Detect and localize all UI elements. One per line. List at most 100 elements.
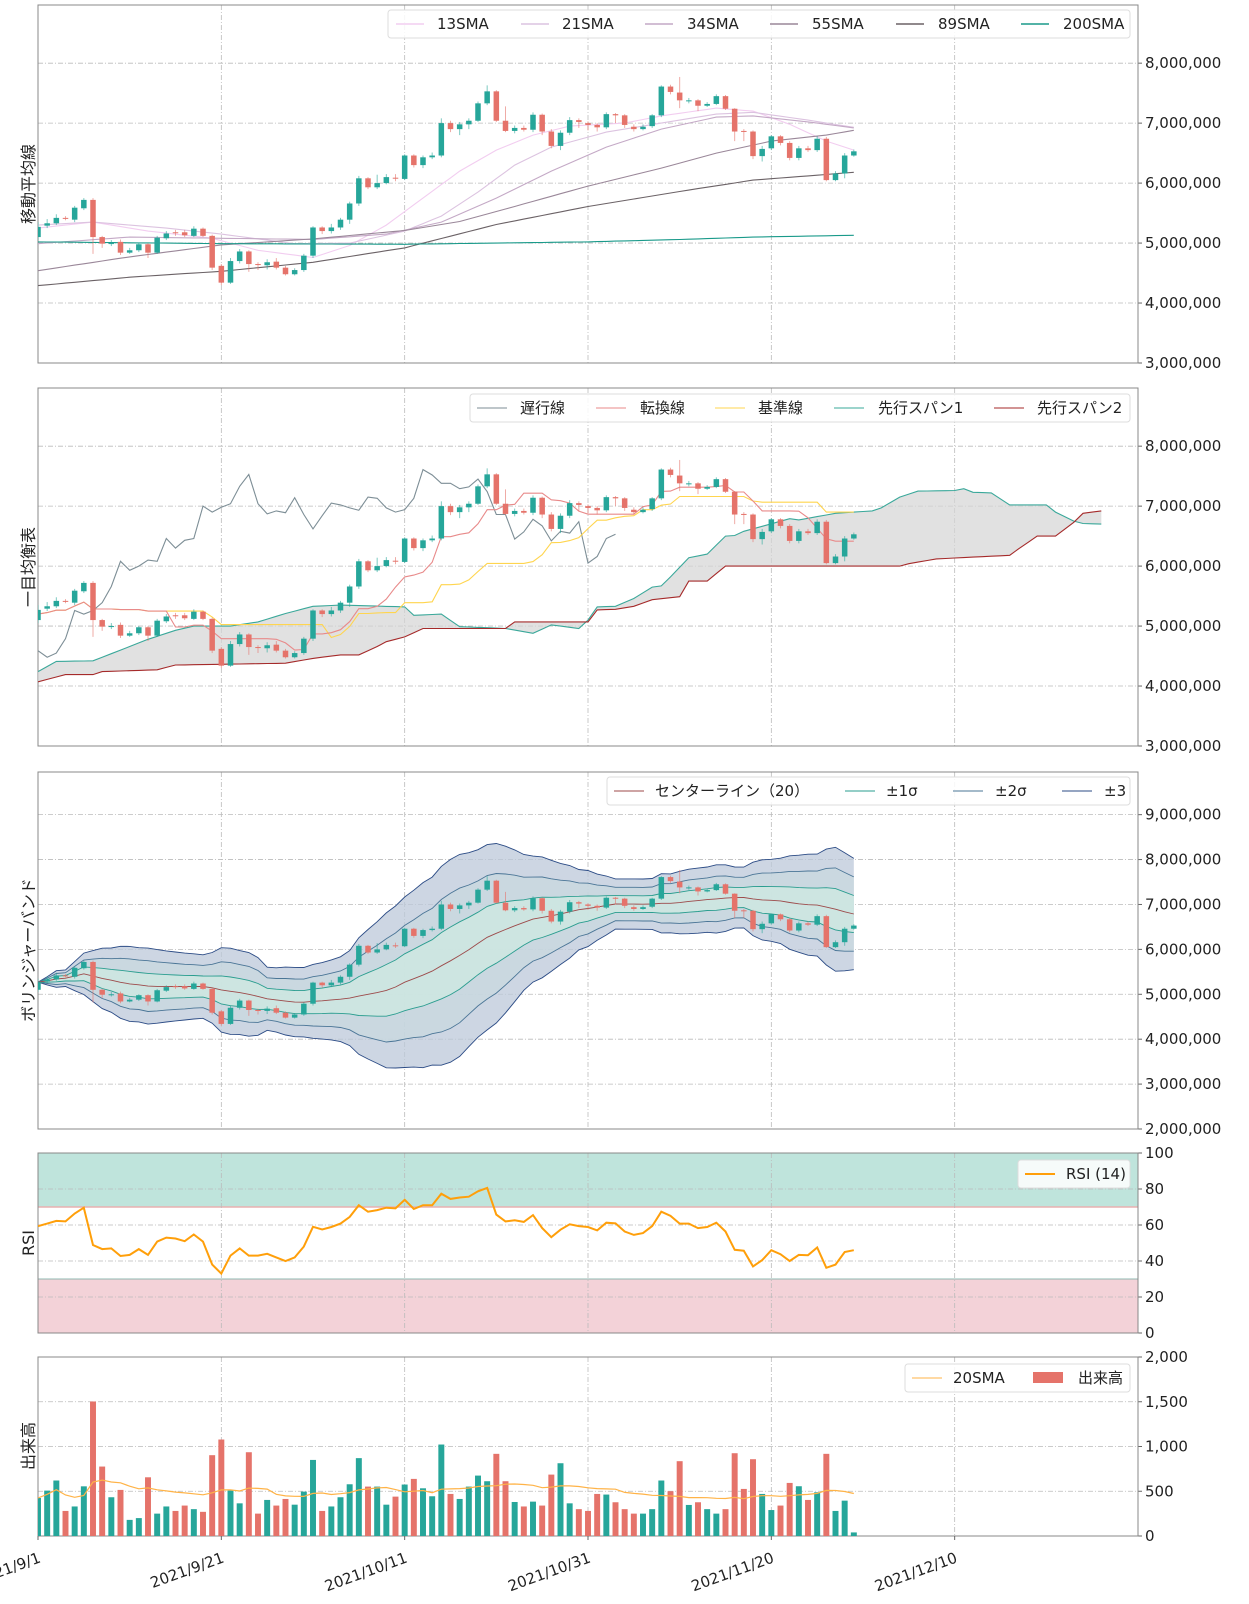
ichimoku-cloud xyxy=(38,488,1102,682)
candle-up xyxy=(38,609,41,621)
y-tick-label: 9,000,000 xyxy=(1145,806,1221,824)
volume-bar xyxy=(392,1496,399,1536)
candle-down xyxy=(218,648,225,666)
volume-bar xyxy=(328,1506,335,1536)
volume-bar xyxy=(630,1513,637,1536)
y-tick-label: 0 xyxy=(1145,1527,1155,1545)
volume-bar xyxy=(685,1504,692,1536)
candle-up xyxy=(429,928,435,931)
candle-down xyxy=(209,235,215,268)
y-tick-label: 6,000,000 xyxy=(1145,557,1221,575)
ma-line-55sma xyxy=(38,129,854,272)
volume-bar xyxy=(612,1502,619,1536)
volume-bar xyxy=(108,1497,115,1536)
candle-down xyxy=(411,155,417,166)
candle-up xyxy=(832,173,839,181)
candle-down xyxy=(777,519,784,526)
candle-up xyxy=(466,503,472,508)
candle-up xyxy=(108,994,115,996)
candle-down xyxy=(218,1011,225,1024)
candle-down xyxy=(90,199,96,238)
candle-up xyxy=(832,942,839,948)
candle-up xyxy=(466,902,472,906)
candle-down xyxy=(62,600,69,602)
y-tick-label: 5,000,000 xyxy=(1145,617,1221,635)
candle-up xyxy=(191,983,197,989)
candle-up xyxy=(346,586,353,603)
candle-up xyxy=(346,964,353,977)
candle-up xyxy=(191,611,197,619)
candle-up xyxy=(401,538,408,562)
candle-up xyxy=(832,556,839,564)
y-tick-label: 40 xyxy=(1145,1252,1164,1270)
candle-up xyxy=(704,890,710,892)
y-tick-label: 1,000 xyxy=(1145,1438,1188,1456)
candle-up xyxy=(511,510,518,514)
candle-down xyxy=(722,884,729,894)
span1-line xyxy=(38,488,1102,673)
volume-bar xyxy=(337,1497,344,1536)
panel-frame xyxy=(37,1152,1139,1334)
volume-bar xyxy=(777,1505,784,1536)
y-tick-label: 6,000,000 xyxy=(1145,940,1221,958)
candle-down xyxy=(631,907,637,909)
candle-down xyxy=(741,130,747,132)
candle-down xyxy=(621,898,628,906)
candle-down xyxy=(392,560,399,562)
candle-up xyxy=(53,217,60,224)
candle-up xyxy=(841,538,848,557)
candle-up xyxy=(484,880,490,890)
candle-down xyxy=(255,647,261,649)
bb-lower-3sigma xyxy=(38,927,854,1069)
candle-down xyxy=(392,945,399,947)
candle-up xyxy=(649,115,655,127)
chikou-line xyxy=(38,468,616,658)
candle-down xyxy=(722,96,729,109)
candle-down xyxy=(99,620,105,627)
x-tick-label: 2021/10/11 xyxy=(322,1549,409,1595)
candle-up xyxy=(566,503,573,516)
candle-up xyxy=(328,982,335,986)
candle-up xyxy=(301,1003,307,1015)
volume-bar xyxy=(172,1510,179,1536)
volume-bar xyxy=(502,1481,509,1536)
candle-up xyxy=(53,975,60,980)
volume-bar xyxy=(190,1509,197,1536)
volume-bar xyxy=(585,1510,591,1536)
candle-up xyxy=(438,123,445,156)
volume-bar xyxy=(291,1504,298,1536)
volume-bar xyxy=(53,1480,60,1536)
y-tick-label: 3,000,000 xyxy=(1145,354,1221,372)
volume-bar xyxy=(44,1490,51,1536)
candle-up xyxy=(264,262,270,266)
candle-down xyxy=(181,986,188,989)
legend-swatch-volume xyxy=(1033,1372,1063,1383)
candle-down xyxy=(667,86,674,92)
candle-down xyxy=(521,908,527,910)
candle-down xyxy=(99,989,105,995)
candle-down xyxy=(172,615,179,617)
y-tick-label: 8,000,000 xyxy=(1145,851,1221,869)
ylabel-ichimoku: 一目均衡表 xyxy=(19,527,38,607)
candle-down xyxy=(539,898,545,911)
volume-bar xyxy=(319,1510,326,1536)
candle-up xyxy=(337,602,344,611)
candle-down xyxy=(90,582,96,621)
candle-up xyxy=(759,148,765,157)
y-tick-label: 2,000,000 xyxy=(1145,1120,1221,1138)
candle-up xyxy=(658,469,665,499)
y-tick-label: 60 xyxy=(1145,1216,1164,1234)
candle-down xyxy=(282,650,289,658)
candle-up xyxy=(429,155,435,158)
x-tick-label: 2021/9/21 xyxy=(148,1549,226,1592)
candle-up xyxy=(603,497,610,511)
candle-up xyxy=(136,995,142,1000)
legend-label-chikou: 遅行線 xyxy=(520,399,565,417)
candle-down xyxy=(117,624,124,636)
candle-down xyxy=(612,497,619,499)
candle-up xyxy=(484,91,490,104)
y-tick-label: 4,000,000 xyxy=(1145,294,1221,312)
candle-down xyxy=(411,928,417,936)
volume-bar xyxy=(456,1498,463,1536)
candle-down xyxy=(786,919,793,931)
